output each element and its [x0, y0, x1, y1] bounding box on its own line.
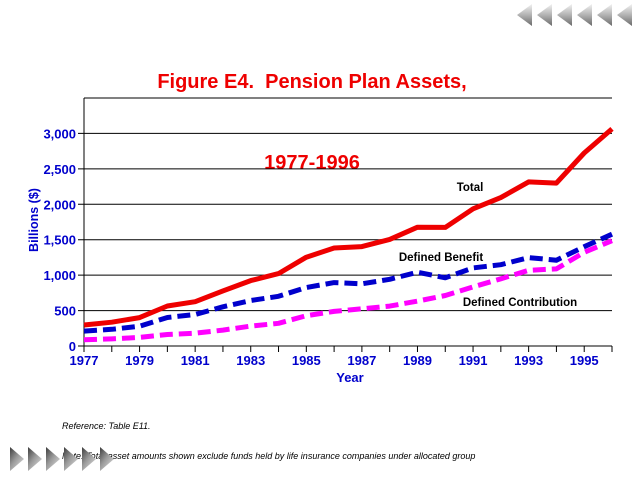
- x-tick-label: 1977: [70, 353, 99, 368]
- series-line-defined-benefit: [83, 231, 614, 334]
- next-arrow[interactable]: [28, 447, 42, 471]
- series-label-defined-contribution: Defined Contribution: [463, 297, 577, 309]
- x-axis-title: Year: [336, 370, 363, 385]
- series-label-total: Total: [457, 182, 484, 194]
- next-arrow[interactable]: [64, 447, 78, 471]
- y-tick-label: 3,000: [43, 126, 76, 141]
- x-tick-label: 1983: [236, 353, 265, 368]
- x-tick-label: 1989: [403, 353, 432, 368]
- x-tick-label: 1991: [459, 353, 488, 368]
- footnote: Reference: Table E11. Note: Total asset …: [62, 401, 602, 480]
- y-tick-label: 1,000: [43, 268, 76, 283]
- y-tick-label: 1,500: [43, 233, 76, 248]
- next-arrow[interactable]: [82, 447, 96, 471]
- nav-arrows-bottom-left: [10, 447, 114, 471]
- nav-arrows-top-right: [517, 4, 632, 26]
- y-tick-label: 2,500: [43, 162, 76, 177]
- next-arrow[interactable]: [46, 447, 60, 471]
- x-tick-label: 1987: [347, 353, 376, 368]
- x-tick-label: 1995: [570, 353, 599, 368]
- footnote-reference: Reference: Table E11.: [62, 421, 151, 431]
- footnote-note-line1: Note: Total asset amounts shown exclude …: [62, 451, 476, 461]
- y-tick-label: 2,000: [43, 197, 76, 212]
- figure-title-line1: Figure E4. Pension Plan Assets,: [157, 71, 467, 93]
- series-line-total: [83, 127, 614, 328]
- y-tick-label: 0: [69, 339, 76, 354]
- x-tick-label: 1979: [125, 353, 154, 368]
- x-tick-label: 1981: [181, 353, 210, 368]
- x-tick-label: 1993: [514, 353, 543, 368]
- x-tick-label: 1985: [292, 353, 321, 368]
- next-arrow[interactable]: [100, 447, 114, 471]
- series-label-defined-benefit: Defined Benefit: [399, 252, 484, 264]
- next-arrow[interactable]: [10, 447, 24, 471]
- figure-title: Figure E4. Pension Plan Assets, 1977-199…: [0, 15, 624, 231]
- series-line-defined-contribution: [83, 238, 613, 343]
- y-axis-title: Billions ($): [27, 188, 41, 252]
- y-tick-label: 500: [54, 304, 76, 319]
